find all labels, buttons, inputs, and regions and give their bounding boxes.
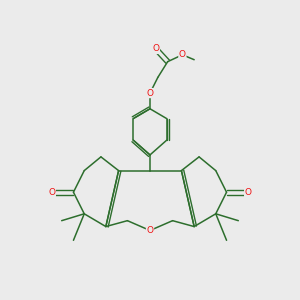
Text: O: O (179, 50, 186, 59)
Text: O: O (152, 44, 159, 53)
Text: O: O (146, 226, 154, 235)
Text: O: O (48, 188, 56, 197)
Text: O: O (244, 188, 252, 197)
Text: O: O (146, 88, 154, 98)
